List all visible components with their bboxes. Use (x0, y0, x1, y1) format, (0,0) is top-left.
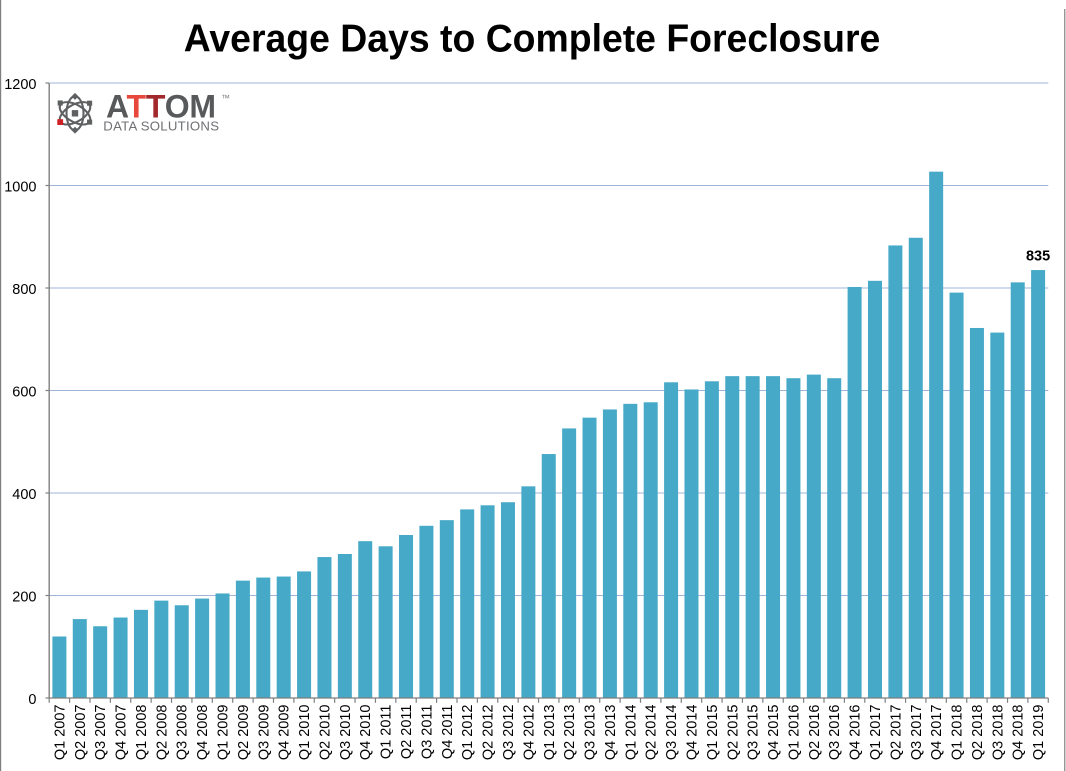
svg-text:Q3 2009: Q3 2009 (256, 705, 272, 761)
svg-text:Q1 2008: Q1 2008 (134, 705, 150, 761)
svg-text:Q3 2017: Q3 2017 (909, 705, 925, 761)
svg-text:Q3 2016: Q3 2016 (827, 705, 843, 761)
svg-text:Q1 2012: Q1 2012 (460, 705, 476, 761)
svg-text:Q2 2018: Q2 2018 (970, 704, 986, 760)
svg-text:Q2 2011: Q2 2011 (399, 705, 415, 760)
svg-text:Q1 2009: Q1 2009 (216, 705, 232, 761)
svg-text:Q2 2013: Q2 2013 (562, 705, 578, 761)
svg-text:Q2 2008: Q2 2008 (154, 705, 170, 761)
svg-text:Q1 2018: Q1 2018 (950, 705, 966, 761)
svg-text:Q3 2013: Q3 2013 (583, 705, 599, 761)
svg-text:400: 400 (12, 487, 36, 503)
svg-text:835: 835 (1026, 248, 1050, 264)
svg-text:Q1 2011: Q1 2011 (379, 705, 395, 760)
svg-text:Q4 2017: Q4 2017 (929, 705, 945, 761)
svg-text:Q1 2019: Q1 2019 (1031, 705, 1047, 761)
svg-text:1000: 1000 (4, 180, 36, 196)
svg-text:Q1 2007: Q1 2007 (52, 705, 68, 761)
svg-text:Q4 2018: Q4 2018 (1011, 705, 1027, 761)
svg-text:1200: 1200 (4, 77, 36, 93)
svg-text:Q4 2012: Q4 2012 (521, 705, 537, 761)
svg-text:Q2 2014: Q2 2014 (644, 705, 660, 761)
svg-text:Q4 2010: Q4 2010 (358, 705, 374, 761)
svg-text:Q4 2014: Q4 2014 (684, 705, 700, 761)
svg-text:Q2 2017: Q2 2017 (888, 705, 904, 761)
svg-text:Q1 2015: Q1 2015 (705, 705, 721, 761)
svg-text:Q2 2012: Q2 2012 (481, 705, 497, 761)
svg-text:Q3 2018: Q3 2018 (990, 705, 1006, 761)
svg-text:ATTOM: ATTOM (106, 89, 216, 125)
svg-text:Q2 2016: Q2 2016 (807, 705, 823, 761)
svg-text:Q4 2015: Q4 2015 (766, 705, 782, 761)
svg-text:Q4 2013: Q4 2013 (603, 705, 619, 761)
svg-text:DATA SOLUTIONS: DATA SOLUTIONS (103, 118, 219, 133)
svg-text:Q3 2015: Q3 2015 (746, 705, 762, 761)
svg-text:Q4 2011: Q4 2011 (440, 705, 456, 760)
svg-text:Q3 2014: Q3 2014 (664, 705, 680, 761)
svg-text:800: 800 (12, 282, 36, 298)
svg-text:Q1 2014: Q1 2014 (623, 705, 639, 761)
svg-text:Average Days to Complete Forec: Average Days to Complete Foreclosure (184, 17, 881, 60)
svg-text:Q3 2010: Q3 2010 (338, 705, 354, 761)
svg-text:Q1 2013: Q1 2013 (542, 705, 558, 761)
svg-text:Q4 2008: Q4 2008 (195, 705, 211, 761)
svg-text:Q4 2016: Q4 2016 (848, 705, 864, 761)
svg-text:Q2 2015: Q2 2015 (725, 705, 741, 761)
svg-text:™: ™ (221, 93, 230, 103)
svg-text:Q2 2009: Q2 2009 (236, 705, 252, 761)
svg-text:Q4 2009: Q4 2009 (277, 705, 293, 761)
svg-text:Q3 2011: Q3 2011 (419, 705, 435, 760)
svg-text:600: 600 (12, 385, 36, 401)
svg-text:Q2 2010: Q2 2010 (317, 705, 333, 761)
svg-text:Q3 2008: Q3 2008 (175, 705, 191, 761)
svg-text:Q2 2007: Q2 2007 (73, 705, 89, 761)
svg-text:Q1 2016: Q1 2016 (786, 705, 802, 761)
svg-text:Q4 2007: Q4 2007 (114, 705, 130, 761)
svg-text:200: 200 (12, 590, 36, 606)
svg-text:Q1 2017: Q1 2017 (868, 705, 884, 761)
svg-text:Q1 2010: Q1 2010 (297, 705, 313, 761)
svg-text:0: 0 (28, 692, 36, 708)
svg-text:Q3 2007: Q3 2007 (93, 705, 109, 761)
svg-text:Q3 2012: Q3 2012 (501, 705, 517, 761)
